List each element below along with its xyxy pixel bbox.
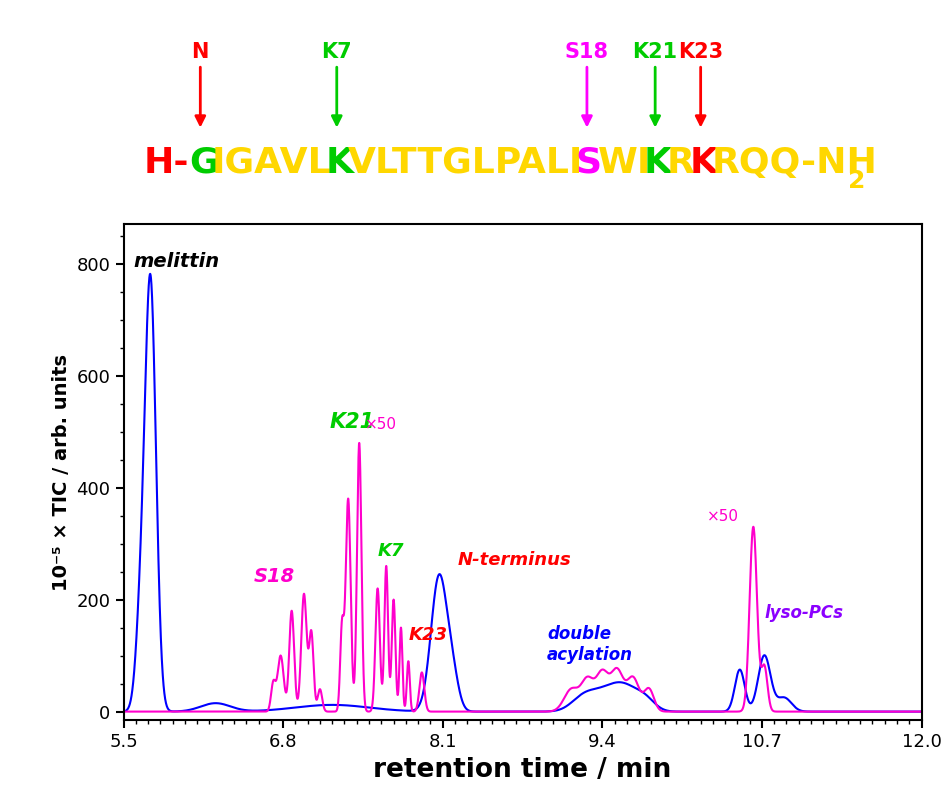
- Text: ×50: ×50: [366, 417, 397, 432]
- Text: RQQ-NH: RQQ-NH: [712, 146, 878, 180]
- Text: N-terminus: N-terminus: [458, 551, 571, 569]
- Text: K7: K7: [321, 42, 352, 62]
- Text: K: K: [690, 146, 717, 180]
- Text: IGAVL: IGAVL: [212, 146, 332, 180]
- Text: K7: K7: [378, 542, 404, 561]
- Text: S18: S18: [565, 42, 609, 62]
- X-axis label: retention time / min: retention time / min: [373, 757, 672, 782]
- Text: R: R: [667, 146, 694, 180]
- Text: K23: K23: [678, 42, 723, 62]
- Text: K23: K23: [408, 626, 447, 645]
- Text: S18: S18: [254, 566, 294, 586]
- Text: 2: 2: [848, 169, 865, 193]
- Text: WI: WI: [598, 146, 652, 180]
- Text: H-: H-: [143, 146, 189, 180]
- Text: S: S: [576, 146, 601, 180]
- Text: lyso-PCs: lyso-PCs: [765, 604, 844, 622]
- Text: K21: K21: [330, 412, 375, 432]
- Text: melittin: melittin: [133, 253, 219, 271]
- Text: K21: K21: [633, 42, 677, 62]
- Text: K: K: [326, 146, 353, 180]
- Text: VLTTGLPALI: VLTTGLPALI: [348, 146, 583, 180]
- Text: G: G: [189, 146, 218, 180]
- Text: double
acylation: double acylation: [547, 626, 633, 664]
- Text: N: N: [192, 42, 209, 62]
- Text: K: K: [644, 146, 672, 180]
- Text: ×50: ×50: [707, 509, 739, 524]
- Y-axis label: 10⁻⁵ × TIC / arb. units: 10⁻⁵ × TIC / arb. units: [51, 354, 70, 590]
